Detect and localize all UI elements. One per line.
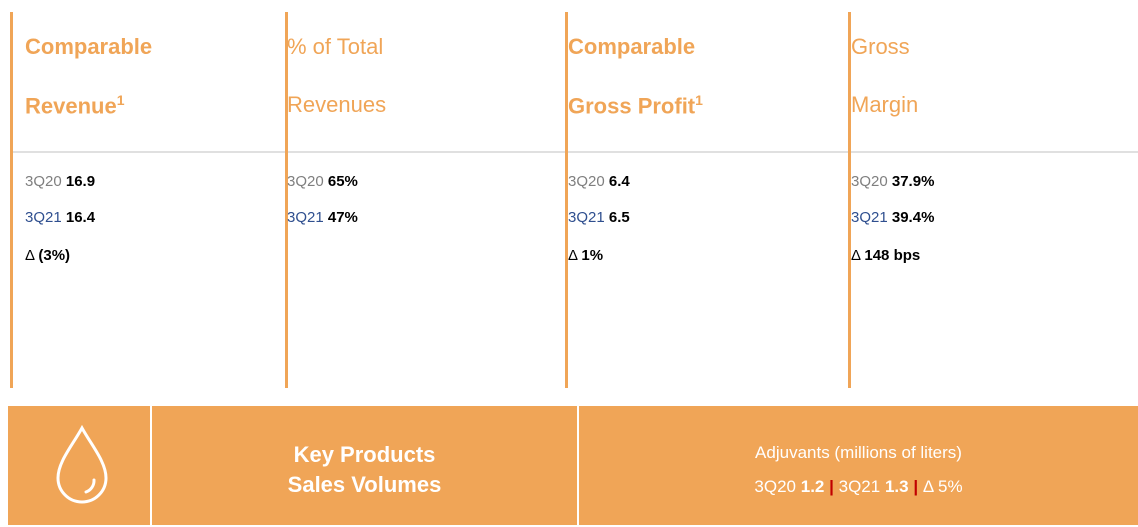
label: 3Q21	[838, 477, 881, 496]
period-label: Δ	[25, 247, 35, 264]
column-header: Comparable	[25, 34, 152, 60]
period-label: Δ	[851, 247, 861, 264]
value: 1.2	[800, 477, 825, 496]
metric-row: 3Q20 6.4	[568, 173, 630, 190]
metric-row: Δ 148 bps	[851, 247, 920, 264]
footnote-mark: 1	[116, 92, 125, 108]
metric-row: 3Q20 16.9	[25, 173, 95, 190]
header-text: Revenues	[287, 92, 387, 117]
period-label: Δ	[568, 247, 578, 264]
column-header: Gross	[851, 34, 910, 60]
divider	[12, 151, 1138, 153]
header-text: % of Total	[287, 34, 384, 59]
metric-value: 148 bps	[864, 247, 921, 264]
period-label: 3Q21	[568, 209, 605, 226]
separator-line	[150, 406, 152, 525]
header-text: Revenue	[25, 93, 117, 119]
metric-value: 6.4	[608, 173, 630, 190]
metric-value: 1%	[581, 247, 604, 264]
label: 3Q20	[754, 477, 797, 496]
metric-row: 3Q21 39.4%	[851, 209, 934, 226]
period-label: 3Q21	[287, 209, 324, 226]
footnote-mark: 1	[695, 92, 703, 108]
value: 1.3	[884, 477, 909, 496]
period-label: 3Q21	[851, 209, 888, 226]
period-label: 3Q20	[851, 173, 888, 190]
separator-line	[577, 406, 579, 525]
column-header: Revenues	[287, 92, 386, 118]
drop-icon	[56, 424, 108, 504]
header-text: Comparable	[25, 34, 153, 59]
column-header: Margin	[851, 92, 918, 118]
metric-row: 3Q20 65%	[287, 173, 358, 190]
banner-title-line: Sales Volumes	[287, 472, 442, 497]
column-header: % of Total	[287, 34, 383, 60]
metric-value: 65%	[327, 173, 358, 190]
banner-title-line: Key Products	[293, 442, 436, 467]
column-header: Gross Profit1	[568, 92, 703, 119]
column-header: Revenue1	[25, 92, 125, 119]
value: 5%	[937, 477, 963, 496]
banner-values: 3Q20 1.2 | 3Q21 1.3 | Δ 5%	[579, 470, 1138, 504]
label: Δ	[922, 477, 934, 496]
column-bar	[848, 12, 851, 388]
metric-value: (3%)	[38, 247, 71, 264]
column-bar	[285, 12, 288, 388]
metric-row: 3Q21 6.5	[568, 209, 630, 226]
metric-value: 16.4	[65, 209, 96, 226]
header-text: Comparable	[568, 34, 696, 59]
banner-title: Key Products Sales Volumes	[154, 440, 575, 500]
column-bar	[10, 12, 13, 388]
period-label: 3Q20	[568, 173, 605, 190]
metric-row: Δ 1%	[568, 247, 603, 264]
banner-subtitle: Adjuvants (millions of liters)	[755, 443, 962, 462]
metric-value: 6.5	[608, 209, 630, 226]
metric-row: 3Q21 16.4	[25, 209, 95, 226]
period-label: 3Q20	[25, 173, 62, 190]
period-label: 3Q21	[25, 209, 62, 226]
metric-row: 3Q21 47%	[287, 209, 358, 226]
banner: Key Products Sales Volumes Adjuvants (mi…	[8, 406, 1138, 525]
header-text: Gross	[851, 34, 910, 59]
metric-value: 39.4%	[891, 209, 935, 226]
header-text: Gross Profit	[568, 93, 696, 119]
metric-value: 16.9	[65, 173, 96, 190]
separator: |	[829, 477, 834, 496]
banner-detail: Adjuvants (millions of liters) 3Q20 1.2 …	[579, 436, 1138, 504]
metric-value: 37.9%	[891, 173, 935, 190]
separator: |	[913, 477, 919, 496]
column-header: Comparable	[568, 34, 695, 60]
header-text: Margin	[851, 92, 919, 117]
metric-value: 47%	[327, 209, 358, 226]
column-bar	[565, 12, 568, 388]
metric-row: 3Q20 37.9%	[851, 173, 934, 190]
period-label: 3Q20	[287, 173, 324, 190]
metric-row: Δ (3%)	[25, 247, 70, 264]
